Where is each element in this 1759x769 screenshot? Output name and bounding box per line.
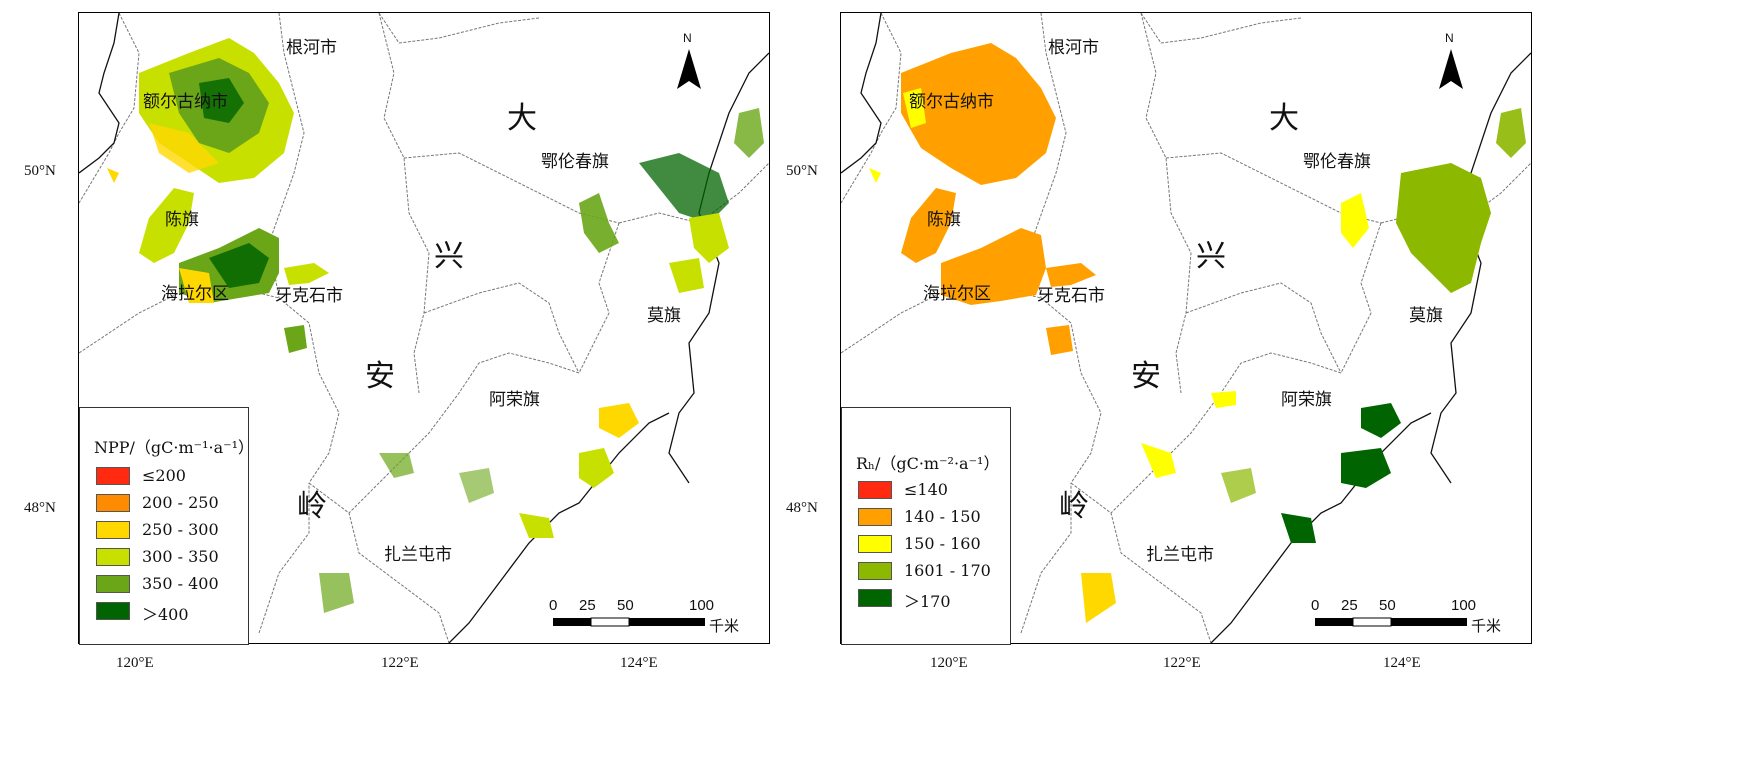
legend-label: 350 - 400 (142, 574, 219, 593)
north-label: N (683, 31, 692, 45)
place-moqi: 莫旗 (647, 306, 681, 326)
rh-lon-124: 124°E (1383, 655, 1421, 671)
legend-label: 250 - 300 (142, 520, 219, 539)
legend-swatch (858, 535, 892, 553)
north-arrow: N (674, 31, 704, 91)
legend-label: 150 - 160 (904, 534, 981, 553)
legend-swatch (858, 508, 892, 526)
legend-label: ≤140 (904, 480, 948, 499)
rh-province-boundary (841, 13, 1531, 643)
region-char-an: 安 (365, 359, 395, 394)
legend-label: 1601 - 170 (904, 561, 991, 580)
scale-tick-50: 50 (617, 597, 634, 614)
place-arongqi: 阿荣旗 (489, 390, 540, 410)
rh-lon-122: 122°E (1163, 655, 1201, 671)
scale-bar: 0 25 50 100 千米 (1311, 597, 1511, 637)
scale-tick-25: 25 (579, 597, 596, 614)
place-chenqi: 陈旗 (165, 210, 199, 230)
place-hailaer: 海拉尔区 (923, 284, 991, 304)
scale-tick-100: 100 (1451, 597, 1477, 614)
scale-unit: 千米 (709, 617, 740, 635)
scale-tick-25: 25 (1341, 597, 1358, 614)
legend-swatch (858, 562, 892, 580)
legend-label: 140 - 150 (904, 507, 981, 526)
scale-unit: 千米 (1471, 617, 1502, 635)
legend-label: ＞400 (142, 605, 189, 624)
place-hailaer: 海拉尔区 (161, 284, 229, 304)
legend-swatch (858, 481, 892, 499)
legend-swatch (96, 548, 130, 566)
rh-legend-title: Rₕ/（gC·m⁻²·a⁻¹） (856, 454, 1000, 473)
place-eerguna: 额尔古纳市 (143, 92, 228, 112)
north-arrow: N (1436, 31, 1466, 91)
place-eerguna: 额尔古纳市 (909, 92, 994, 112)
scale-bar-graphic (553, 617, 705, 627)
scale-bar: 0 25 50 100 千米 (549, 597, 749, 637)
npp-legend-title: NPP/（gC·m⁻¹·a⁻¹） (94, 438, 255, 457)
legend-swatch (96, 467, 130, 485)
legend-swatch (96, 521, 130, 539)
north-label: N (1445, 31, 1454, 45)
npp-lon-122: 122°E (381, 655, 419, 671)
rh-map-frame: 根河市 额尔古纳市 鄂伦春旗 陈旗 海拉尔区 牙克石市 莫旗 阿荣旗 扎兰屯市 … (840, 12, 1532, 645)
scale-tick-0: 0 (549, 597, 558, 614)
north-arrow-icon (1439, 49, 1463, 89)
npp-lat-48: 48°N (24, 500, 56, 516)
place-elunchun: 鄂伦春旗 (1303, 152, 1371, 172)
place-zhalantun: 扎兰屯市 (1146, 545, 1214, 565)
npp-map-canvas (79, 13, 769, 643)
rh-legend: Rₕ/（gC·m⁻²·a⁻¹） ≤140 140 - 150 150 - 160… (841, 407, 1011, 645)
npp-map-frame: 根河市 额尔古纳市 鄂伦春旗 陈旗 海拉尔区 牙克石市 莫旗 阿荣旗 扎兰屯市 … (78, 12, 770, 645)
scale-bar-graphic (1315, 617, 1467, 627)
legend-swatch (96, 602, 130, 620)
rh-lat-48: 48°N (786, 500, 818, 516)
legend-label: ≤200 (142, 466, 186, 485)
legend-swatch (96, 575, 130, 593)
region-char-ling: 岭 (297, 489, 327, 524)
legend-swatch (858, 589, 892, 607)
place-genhe: 根河市 (1048, 38, 1099, 58)
npp-province-boundary (79, 13, 769, 643)
legend-label: 200 - 250 (142, 493, 219, 512)
npp-lat-50: 50°N (24, 163, 56, 179)
place-zhalantun: 扎兰屯市 (384, 545, 452, 565)
place-elunchun: 鄂伦春旗 (541, 152, 609, 172)
npp-county-boundaries (79, 13, 769, 643)
north-arrow-icon (677, 49, 701, 89)
rh-lat-50: 50°N (786, 163, 818, 179)
legend-label: ＞170 (904, 592, 951, 611)
npp-legend: NPP/（gC·m⁻¹·a⁻¹） ≤200 200 - 250 250 - 30… (79, 407, 254, 645)
place-yakeshi: 牙克石市 (1037, 286, 1105, 306)
scale-tick-100: 100 (689, 597, 715, 614)
scale-tick-0: 0 (1311, 597, 1320, 614)
region-char-xing: 兴 (434, 239, 464, 274)
npp-lon-120: 120°E (116, 655, 154, 671)
region-char-ling: 岭 (1059, 489, 1089, 524)
place-arongqi: 阿荣旗 (1281, 390, 1332, 410)
place-chenqi: 陈旗 (927, 210, 961, 230)
rh-map-canvas (841, 13, 1531, 643)
rh-vegetation-patches (869, 43, 1526, 623)
scale-tick-50: 50 (1379, 597, 1396, 614)
rh-lon-120: 120°E (930, 655, 968, 671)
legend-label: 300 - 350 (142, 547, 219, 566)
npp-lon-124: 124°E (620, 655, 658, 671)
region-char-da: 大 (507, 101, 537, 136)
place-genhe: 根河市 (286, 38, 337, 58)
region-char-xing: 兴 (1196, 239, 1226, 274)
region-char-da: 大 (1269, 101, 1299, 136)
place-yakeshi: 牙克石市 (275, 286, 343, 306)
npp-vegetation-patches (107, 38, 764, 613)
place-moqi: 莫旗 (1409, 306, 1443, 326)
legend-swatch (96, 494, 130, 512)
region-char-an: 安 (1131, 359, 1161, 394)
